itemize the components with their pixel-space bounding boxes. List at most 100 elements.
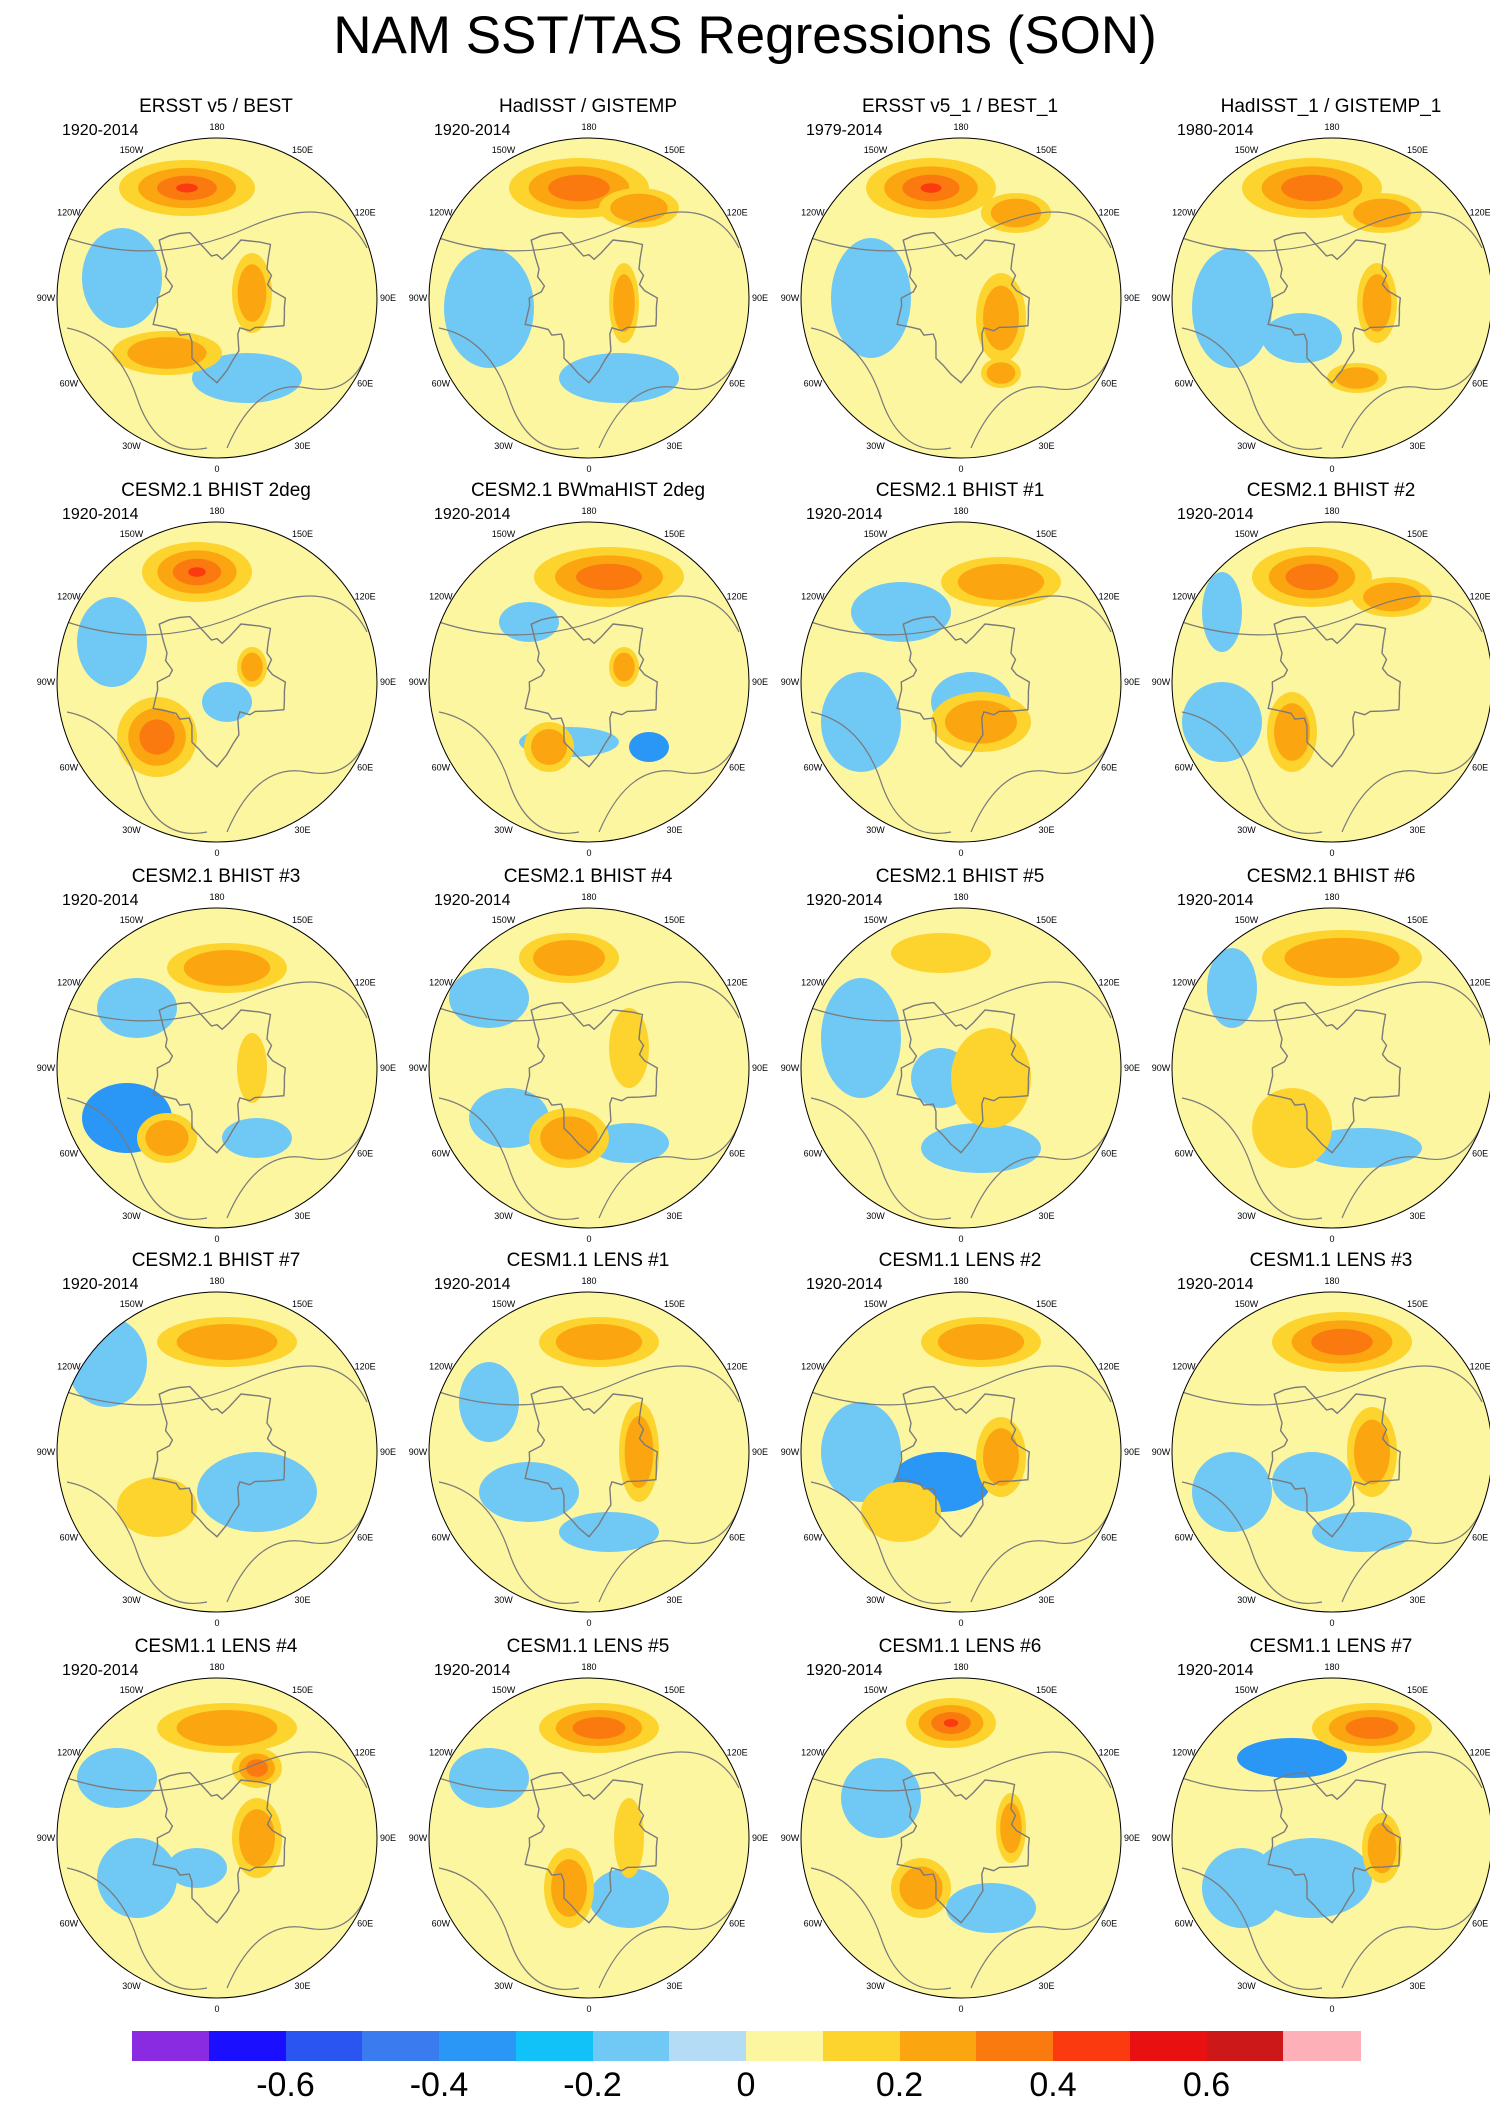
map-border: [428, 1291, 750, 1613]
longitude-label: 60E: [357, 763, 373, 773]
panel-period: 1920-2014: [1177, 1276, 1254, 1293]
map-background: [429, 1292, 749, 1612]
coastline: [1267, 1385, 1402, 1538]
longitude-label: 180: [953, 1662, 968, 1672]
negative-anomaly-region: [559, 1512, 659, 1552]
colorbar-swatch: [132, 2031, 210, 2061]
coastline: [66, 711, 208, 834]
coastline: [438, 595, 740, 636]
longitude-label: 150W: [492, 915, 516, 925]
coastline: [226, 1877, 373, 1989]
map-panel: CESM1.1 LENS #5 1920-2014 180 150E 120E 90E 60…: [402, 1636, 774, 2020]
longitude-label: 180: [1324, 1276, 1339, 1286]
positive-anomaly-region: [188, 567, 206, 577]
longitude-label: 120W: [57, 1748, 81, 1758]
panel-title: CESM2.1 BHIST #4: [503, 866, 673, 887]
coastline: [1341, 1491, 1488, 1603]
longitude-label: 150W: [864, 1685, 888, 1695]
longitude-label: 180: [209, 1662, 224, 1672]
longitude-label: 60E: [357, 1919, 373, 1929]
longitude-label: 120W: [57, 978, 81, 988]
negative-anomaly-region: [1207, 948, 1257, 1028]
positive-anomaly-region: [176, 1324, 278, 1360]
coastline: [970, 337, 1117, 449]
longitude-label: 60E: [1472, 1919, 1488, 1929]
panel-period: 1920-2014: [434, 1662, 511, 1679]
colorbar: [132, 2031, 1361, 2061]
positive-anomaly-region: [176, 1710, 278, 1746]
positive-anomaly-region: [551, 1859, 587, 1917]
longitude-label: 180: [1324, 506, 1339, 516]
negative-anomaly-region: [97, 978, 177, 1038]
longitude-label: 150E: [292, 529, 313, 539]
negative-anomaly-region: [444, 248, 534, 368]
positive-anomaly-region: [920, 183, 942, 193]
positive-anomaly-region: [1284, 937, 1400, 979]
panel-period: 1920-2014: [434, 892, 511, 909]
longitude-label: 180: [1324, 122, 1339, 132]
colorbar-tick-label: -0.2: [563, 2066, 622, 2104]
positive-anomaly-region: [1354, 1419, 1390, 1485]
longitude-label: 90W: [409, 1063, 428, 1073]
positive-anomaly-region: [983, 285, 1019, 351]
panel-period: 1920-2014: [806, 892, 883, 909]
coastline: [810, 711, 952, 834]
map-panel: CESM2.1 BHIST #1 1920-2014 180 150E 120E 90E 6…: [774, 480, 1146, 864]
negative-anomaly-region: [469, 1088, 549, 1148]
longitude-label: 30E: [666, 1595, 682, 1605]
longitude-label: 60W: [804, 1149, 823, 1159]
longitude-label: 120E: [727, 1362, 748, 1372]
map-panel: ERSST v5_1 / BEST_1 1979-2014 180 150E 120E 9…: [774, 96, 1146, 480]
polar-map: 180 150E 120E 90E 60E 30E 0 30W 60W 90W 120W 150W: [409, 1662, 768, 2014]
longitude-label: 120E: [1099, 1362, 1120, 1372]
longitude-label: 60E: [1101, 763, 1117, 773]
coastline: [66, 981, 368, 1022]
longitude-label: 150E: [292, 915, 313, 925]
longitude-label: 60W: [1175, 1533, 1194, 1543]
positive-anomaly-region: [899, 1866, 943, 1910]
longitude-label: 60E: [1101, 1533, 1117, 1543]
negative-anomaly-region: [589, 1123, 669, 1163]
polar-map: 180 150E 120E 90E 60E 30E 0 30W 60W 90W 120W 150W: [409, 892, 768, 1244]
longitude-label: 150W: [1235, 145, 1259, 155]
positive-anomaly-region: [891, 933, 991, 973]
map-panel: HadISST_1 / GISTEMP_1 1980-2014 180 150E 120…: [1145, 96, 1490, 480]
map-border: [800, 521, 1122, 843]
longitude-label: 150E: [1407, 915, 1428, 925]
longitude-label: 150W: [864, 1299, 888, 1309]
longitude-label: 60E: [1472, 1533, 1488, 1543]
positive-anomaly-region: [861, 1482, 941, 1542]
coastline: [1181, 1867, 1323, 1990]
coastline: [66, 1751, 368, 1792]
figure-title: NAM SST/TAS Regressions (SON): [333, 6, 1157, 65]
map-border: [800, 137, 1122, 459]
panel-title: HadISST_1 / GISTEMP_1: [1220, 96, 1442, 117]
polar-map: 180 150E 120E 90E 60E 30E 0 30W 60W 90W 120W 150W: [781, 1662, 1140, 2014]
longitude-label: 30E: [1409, 1981, 1425, 1991]
coastline: [438, 1867, 580, 1990]
longitude-label: 0: [214, 848, 219, 858]
positive-anomaly-region: [241, 652, 263, 682]
longitude-label: 60W: [60, 379, 79, 389]
coastline: [152, 231, 287, 384]
longitude-label: 150W: [492, 529, 516, 539]
positive-anomaly-region: [614, 1798, 644, 1878]
map-panel: HadISST / GISTEMP 1920-2014 180 150E 120E 90E…: [402, 96, 774, 480]
longitude-label: 30W: [866, 825, 885, 835]
positive-anomaly-region: [1367, 1822, 1397, 1874]
positive-anomaly-region: [624, 1416, 654, 1488]
map-border: [428, 137, 750, 459]
polar-map: 180 150E 120E 90E 60E 30E 0 30W 60W 90W 120W 150W: [37, 1276, 396, 1628]
map-panel: CESM1.1 LENS #4 1920-2014 180 150E 120E 90E 60…: [30, 1636, 402, 2020]
longitude-label: 90E: [752, 1063, 768, 1073]
longitude-label: 120W: [429, 1362, 453, 1372]
panel-period: 1920-2014: [62, 892, 139, 909]
coastline: [1341, 721, 1488, 833]
longitude-label: 150E: [1036, 529, 1057, 539]
longitude-label: 90W: [781, 1063, 800, 1073]
longitude-label: 150E: [664, 529, 685, 539]
positive-anomaly-region: [572, 1717, 626, 1739]
panel-period: 1979-2014: [806, 122, 883, 139]
coastline: [970, 1877, 1117, 1989]
longitude-label: 60E: [729, 763, 745, 773]
